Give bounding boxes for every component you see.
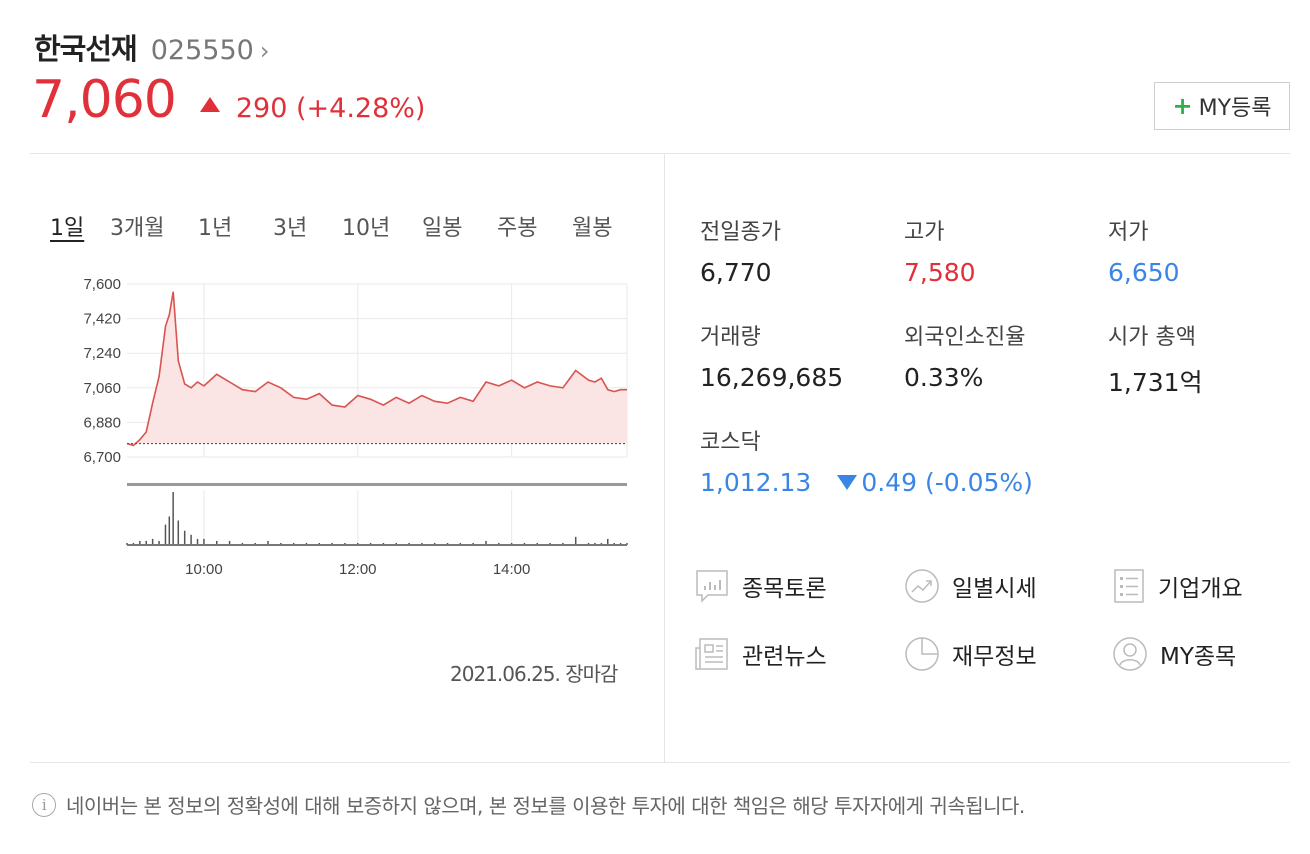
- link-daily-price[interactable]: 일별시세: [904, 568, 1037, 604]
- y-tick-label: 6,880: [83, 414, 121, 431]
- stat-prev-close: 전일종가 6,770: [700, 214, 781, 287]
- y-tick-label: 7,060: [83, 380, 121, 397]
- my-register-button[interactable]: + MY등록: [1154, 82, 1290, 130]
- kosdaq-values: 1,012.13 0.49 (-0.05%): [700, 468, 1033, 497]
- stock-header[interactable]: 한국선재 025550 ›: [34, 26, 269, 68]
- divider: [30, 153, 1290, 154]
- x-tick-label: 12:00: [339, 561, 377, 578]
- up-arrow-icon: [199, 96, 220, 112]
- divider: [30, 762, 1290, 763]
- stat-low: 저가 6,650: [1108, 214, 1180, 287]
- stat-label: 코스닥: [700, 430, 761, 455]
- intraday-price-chart[interactable]: 7,600 7,420 7,240 7,060 6,880 6,700 10:00 12:00…: [70, 272, 630, 582]
- tab-10year[interactable]: 10년: [342, 216, 391, 241]
- link-related-news[interactable]: 관련뉴스: [694, 636, 827, 672]
- stat-label: 거래량: [700, 325, 761, 350]
- newspaper-icon: [695, 638, 728, 670]
- trend-chart-icon: [905, 569, 939, 603]
- discussion-icon: [696, 570, 728, 603]
- chart-separator: [127, 483, 627, 486]
- y-tick-label: 6,700: [83, 449, 121, 466]
- link-discussion[interactable]: 종목토론: [694, 568, 827, 604]
- stat-value: 1,731억: [1108, 368, 1203, 397]
- stat-value: 0.33%: [904, 363, 984, 392]
- tab-1day[interactable]: 1일: [50, 216, 85, 241]
- link-my-stocks[interactable]: MY종목: [1112, 636, 1236, 672]
- chevron-right-icon[interactable]: ›: [259, 37, 270, 65]
- stock-code[interactable]: 025550: [150, 35, 254, 66]
- stat-kosdaq: 코스닥 1,012.13 0.49 (-0.05%): [700, 424, 1033, 497]
- link-label: MY종목: [1160, 644, 1237, 670]
- pie-chart-icon: [905, 637, 939, 671]
- tab-3month[interactable]: 3개월: [110, 216, 165, 241]
- price-change: 290 (+4.28%): [235, 93, 426, 124]
- chart-period-tabs: 1일 3개월 1년 3년 10년 일봉 주봉 월봉: [50, 210, 630, 241]
- stat-value: 6,770: [700, 258, 772, 287]
- tab-3year[interactable]: 3년: [273, 216, 308, 241]
- price-line: [126, 291, 627, 447]
- disclaimer: i 네이버는 본 정보의 정확성에 대해 보증하지 않으며, 본 정보를 이용한…: [32, 790, 1025, 819]
- tab-monthly-candle[interactable]: 월봉: [572, 216, 613, 241]
- stat-label: 저가: [1108, 220, 1149, 245]
- stock-name[interactable]: 한국선재: [34, 32, 138, 66]
- plus-icon: +: [1172, 92, 1193, 120]
- kosdaq-change: 0.49 (-0.05%): [861, 468, 1033, 497]
- y-tick-label: 7,240: [83, 345, 121, 362]
- tab-daily-candle[interactable]: 일봉: [422, 216, 463, 241]
- stat-foreign-ratio: 외국인소진율 0.33%: [904, 319, 1025, 392]
- x-tick-label: 10:00: [185, 561, 223, 578]
- stat-label: 외국인소진율: [904, 325, 1026, 350]
- link-label: 관련뉴스: [742, 644, 827, 670]
- stat-label: 전일종가: [700, 220, 781, 245]
- link-label: 기업개요: [1158, 576, 1243, 602]
- stat-market-cap: 시가 총액 1,731억: [1108, 319, 1203, 399]
- stat-value: 6,650: [1108, 258, 1180, 287]
- info-icon: i: [32, 792, 56, 817]
- kosdaq-index: 1,012.13: [700, 468, 812, 497]
- down-arrow-icon: [837, 475, 858, 490]
- stat-value: 7,580: [904, 258, 976, 287]
- price-area: [127, 291, 627, 446]
- stat-high: 고가 7,580: [904, 214, 976, 287]
- tab-weekly-candle[interactable]: 주봉: [497, 216, 538, 241]
- link-company-overview[interactable]: 기업개요: [1112, 568, 1243, 604]
- divider-vertical: [664, 153, 665, 763]
- stat-volume: 거래량 16,269,685: [700, 319, 843, 392]
- tab-1year[interactable]: 1년: [198, 216, 233, 241]
- stat-label: 시가 총액: [1108, 325, 1196, 350]
- current-price: 7,060: [32, 70, 177, 130]
- user-icon: [1113, 637, 1147, 671]
- x-tick-label: 14:00: [493, 561, 531, 578]
- disclaimer-text: 네이버는 본 정보의 정확성에 대해 보증하지 않으며, 본 정보를 이용한 투…: [66, 794, 1025, 818]
- my-register-label: MY등록: [1198, 96, 1272, 121]
- list-document-icon: [1114, 569, 1144, 603]
- link-label: 일별시세: [952, 576, 1037, 602]
- stat-label: 고가: [904, 220, 945, 245]
- y-tick-label: 7,420: [83, 311, 121, 328]
- chart-date: 2021.06.25. 장마감: [450, 662, 618, 686]
- link-label: 종목토론: [742, 576, 827, 602]
- price-row: 7,060 290 (+4.28%): [32, 70, 425, 130]
- link-financial-info[interactable]: 재무정보: [904, 636, 1037, 672]
- stat-value: 16,269,685: [700, 363, 844, 392]
- y-tick-label: 7,600: [83, 276, 121, 293]
- link-label: 재무정보: [952, 644, 1037, 670]
